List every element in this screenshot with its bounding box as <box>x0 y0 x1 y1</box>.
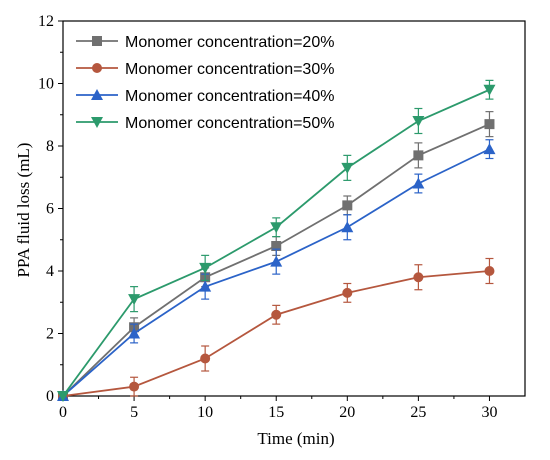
x-tick-label: 10 <box>197 404 213 421</box>
series-3 <box>57 139 496 401</box>
x-tick-label: 20 <box>339 404 355 421</box>
data-point <box>342 287 353 298</box>
x-tick-label: 15 <box>268 404 284 421</box>
legend-marker <box>92 36 102 46</box>
data-point <box>412 177 425 189</box>
legend-entry-1: Monomer concentration=20% <box>76 34 334 51</box>
data-point <box>412 116 425 127</box>
legend-marker <box>91 89 103 100</box>
data-point <box>270 222 283 234</box>
data-point <box>57 391 69 402</box>
data-point <box>413 272 424 283</box>
y-tick-label: 6 <box>46 201 54 218</box>
series-4 <box>57 79 496 402</box>
legend-label: Monomer concentration=40% <box>125 88 334 105</box>
data-point <box>199 280 212 292</box>
data-point <box>200 353 211 364</box>
x-tick-label: 5 <box>130 404 138 421</box>
y-tick-label: 12 <box>38 13 54 30</box>
x-tick-label: 30 <box>481 404 497 421</box>
data-point <box>270 255 283 267</box>
y-tick-label: 10 <box>38 76 54 93</box>
data-point <box>128 327 141 339</box>
y-tick-label: 4 <box>46 263 54 280</box>
x-axis-title: Time (min) <box>257 429 334 448</box>
y-tick-label: 2 <box>46 326 54 343</box>
axis-ticks: 0 5 10 15 20 25 30 0 2 4 6 8 10 12 <box>38 13 497 421</box>
legend-entry-2: Monomer concentration=30% <box>76 61 334 78</box>
data-point <box>341 162 354 174</box>
legend-entry-4: Monomer concentration=50% <box>76 115 334 132</box>
legend-marker <box>92 63 102 73</box>
legend-label: Monomer concentration=20% <box>125 34 334 51</box>
y-tick-label: 0 <box>46 388 54 405</box>
legend-entry-3: Monomer concentration=40% <box>76 88 334 105</box>
y-tick-label: 8 <box>46 138 54 155</box>
data-point <box>271 309 282 320</box>
data-point <box>484 119 495 130</box>
data-point <box>128 294 141 306</box>
series-2 <box>58 257 495 401</box>
data-point <box>483 84 496 96</box>
y-axis-title: PPA fluid loss (mL) <box>14 143 33 278</box>
data-point <box>413 150 424 161</box>
legend-marker <box>91 117 103 128</box>
x-tick-label: 0 <box>59 404 67 421</box>
data-point <box>199 262 212 274</box>
data-point <box>484 266 495 276</box>
data-point <box>341 221 354 233</box>
series-layer <box>57 79 496 402</box>
legend: Monomer concentration=20% Monomer concent… <box>76 34 334 132</box>
data-point <box>129 381 140 392</box>
data-point <box>342 200 353 211</box>
legend-label: Monomer concentration=30% <box>125 61 334 78</box>
data-point <box>271 241 282 251</box>
legend-label: Monomer concentration=50% <box>125 115 334 132</box>
data-point <box>483 143 496 155</box>
x-tick-label: 25 <box>410 404 426 421</box>
